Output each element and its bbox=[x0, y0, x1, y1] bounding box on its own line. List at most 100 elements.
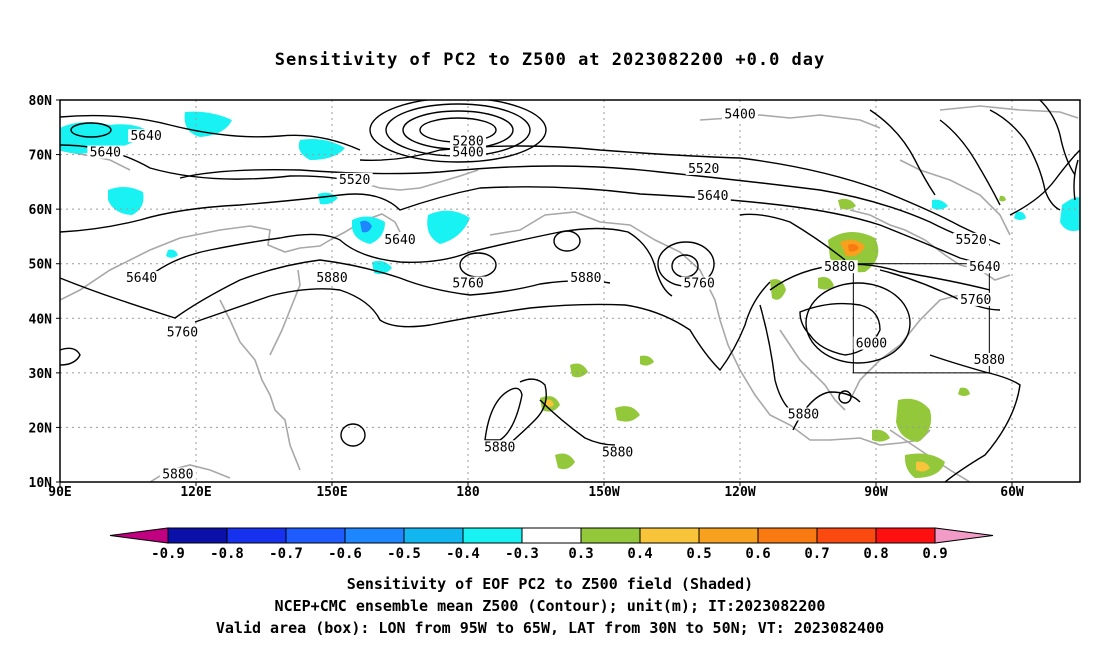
contour-label: 5760 bbox=[452, 277, 483, 292]
colorbar-swatch bbox=[757, 527, 818, 544]
contour-label: 5880 bbox=[788, 408, 819, 423]
lon-label: 120W bbox=[724, 485, 755, 500]
map-frame bbox=[59, 99, 1081, 483]
colorbar-label: 0.6 bbox=[745, 546, 770, 562]
map-panel: 5640564056405760588058805640576055205280… bbox=[29, 94, 1081, 500]
colorbar-swatch bbox=[639, 527, 700, 544]
contour-label-bg bbox=[567, 271, 604, 285]
contour-label-bg bbox=[966, 260, 1003, 274]
contour-label-bg bbox=[785, 407, 822, 421]
lat-label: 20N bbox=[29, 421, 53, 436]
colorbar-swatch bbox=[521, 527, 582, 544]
lat-label: 10N bbox=[29, 476, 53, 491]
contour-label: 5400 bbox=[452, 146, 483, 161]
colorbar-label: 0.3 bbox=[568, 546, 593, 562]
contour-label-bg bbox=[685, 161, 722, 175]
caption-line-2: NCEP+CMC ensemble mean Z500 (Contour); u… bbox=[274, 597, 826, 615]
lat-label: 40N bbox=[29, 312, 53, 327]
contour-label-bg bbox=[957, 292, 994, 306]
colorbar-label: -0.5 bbox=[387, 546, 421, 562]
colorbar-swatch bbox=[403, 527, 464, 544]
contour-label: 5400 bbox=[724, 107, 755, 122]
coastlines bbox=[60, 105, 1079, 482]
contour-label: 5880 bbox=[974, 353, 1005, 368]
lat-label: 50N bbox=[29, 258, 53, 273]
colorbar-swatch bbox=[344, 527, 405, 544]
contour-label: 5520 bbox=[339, 173, 370, 188]
contour-label: 5880 bbox=[484, 440, 515, 455]
longitude-labels: 90E 120E 150E 180 150W 120W 90W 60W bbox=[48, 485, 1024, 500]
contour-label-bg bbox=[722, 107, 758, 121]
colorbar: -0.9 -0.8 -0.7 -0.6 -0.5 -0.4 -0.3 0.3 0.4 0.5 0.6… bbox=[109, 527, 994, 562]
caption-line-1: Sensitivity of EOF PC2 to Z500 field (Sh… bbox=[346, 575, 754, 593]
contour-label-bg bbox=[853, 336, 890, 350]
colorbar-label: -0.3 bbox=[505, 546, 539, 562]
contour-label-bg bbox=[450, 276, 486, 290]
lon-label: 150W bbox=[588, 485, 619, 500]
contour-label: 5640 bbox=[969, 260, 1000, 275]
sensitivity-shading bbox=[60, 111, 1080, 478]
contour-label: 5880 bbox=[316, 271, 347, 286]
contour-label: 5880 bbox=[162, 468, 193, 483]
contour-label-bg bbox=[128, 129, 165, 143]
contour-label: 5640 bbox=[90, 146, 121, 161]
colorbar-label: -0.8 bbox=[210, 546, 244, 562]
axis-ticks bbox=[56, 99, 1013, 486]
colorbar-swatch bbox=[167, 527, 228, 544]
lon-label: 180 bbox=[456, 485, 480, 500]
lon-label: 120E bbox=[180, 485, 211, 500]
contour-label-bg bbox=[164, 325, 201, 339]
colorbar-label: -0.4 bbox=[446, 546, 480, 562]
colorbar-swatch bbox=[462, 527, 523, 544]
contour-label: 5880 bbox=[602, 446, 633, 461]
colorbar-label: -0.9 bbox=[151, 546, 185, 562]
contour-label: 5640 bbox=[697, 189, 728, 204]
colorbar-label: 0.8 bbox=[863, 546, 888, 562]
lon-label: 90W bbox=[864, 485, 888, 500]
colorbar-label: 0.7 bbox=[804, 546, 829, 562]
lon-label: 150E bbox=[316, 485, 347, 500]
lat-label: 30N bbox=[29, 367, 53, 382]
contour-label: 5760 bbox=[684, 277, 715, 292]
contour-label-bg bbox=[314, 271, 350, 285]
contour-label-bg bbox=[953, 232, 990, 246]
contour-label-bg bbox=[336, 172, 373, 186]
contour-label-bg bbox=[821, 260, 858, 274]
contour-label: 5760 bbox=[960, 293, 991, 308]
contour-label-bg bbox=[481, 440, 518, 454]
colorbar-low-arrow bbox=[109, 527, 169, 544]
figure-title: Sensitivity of PC2 to Z500 at 2023082200… bbox=[274, 50, 826, 70]
contour-label-bg bbox=[450, 145, 486, 159]
lon-label: 90E bbox=[48, 485, 71, 500]
colorbar-swatch bbox=[875, 527, 936, 544]
colorbar-label: 0.5 bbox=[686, 546, 711, 562]
contour-label: 5760 bbox=[167, 326, 198, 341]
contour-label-bg bbox=[123, 271, 160, 285]
contour-label: 5640 bbox=[126, 271, 157, 286]
contour-labels: 5640564056405760588058805640576055205280… bbox=[87, 107, 1008, 483]
contour-label: 5520 bbox=[688, 162, 719, 177]
contour-label-bg bbox=[599, 445, 636, 459]
contour-label-bg bbox=[159, 467, 196, 481]
latitude-labels: 80N 70N 60N 50N 40N 30N 20N 10N bbox=[29, 94, 53, 491]
colorbar-label: -0.7 bbox=[269, 546, 303, 562]
contour-label: 5640 bbox=[384, 233, 415, 248]
colorbar-swatch bbox=[580, 527, 641, 544]
contour-label-bg bbox=[382, 232, 418, 246]
colorbar-label: -0.6 bbox=[328, 546, 362, 562]
colorbar-swatch bbox=[698, 527, 759, 544]
contour-label-bg bbox=[971, 352, 1008, 366]
contour-label: 5880 bbox=[824, 260, 855, 275]
lon-label: 60W bbox=[1000, 485, 1024, 500]
contour-label: 5520 bbox=[956, 233, 987, 248]
contour-label-bg bbox=[87, 145, 124, 159]
lat-label: 80N bbox=[29, 94, 53, 109]
colorbar-label: 0.9 bbox=[922, 546, 947, 562]
colorbar-label: 0.4 bbox=[627, 546, 652, 562]
contour-label: 5640 bbox=[130, 129, 161, 144]
contour-label-bg bbox=[681, 276, 718, 290]
contour-label-bg bbox=[450, 134, 486, 148]
colorbar-swatch bbox=[816, 527, 877, 544]
colorbar-high-arrow bbox=[934, 527, 994, 544]
